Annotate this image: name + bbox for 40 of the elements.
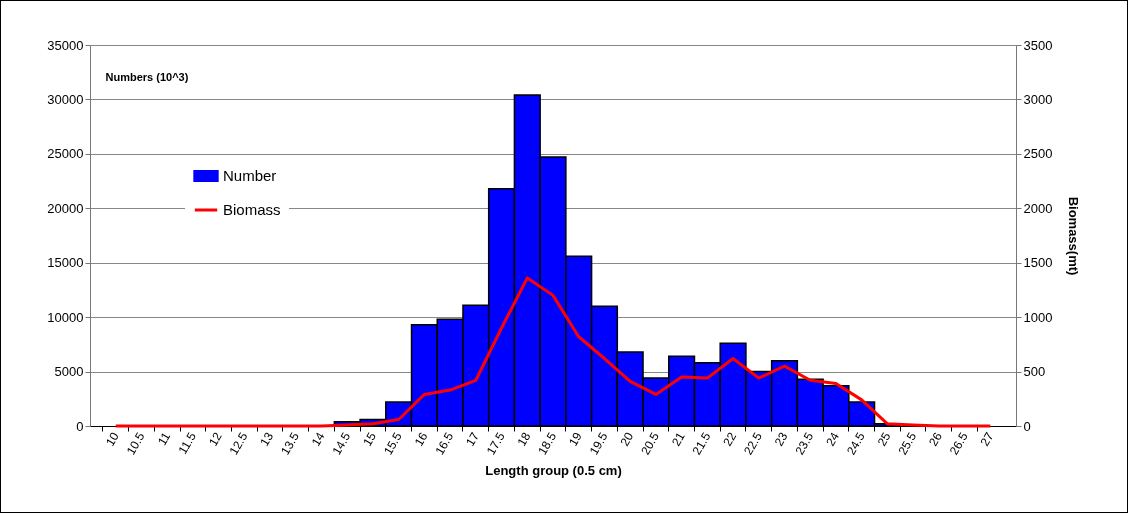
y2-tick-label: 500 [1023,364,1046,380]
x-tick-label: 13 [257,429,277,449]
line-series [114,276,992,428]
x-tick-label: 19 [565,429,585,449]
y2-axis-title: Biomass(mt) [1066,196,1082,276]
x-tick-label: 18 [514,429,534,449]
y2-tick-label: 2000 [1023,200,1053,216]
y-tick-label: 15000 [47,255,84,271]
y-tick-label: 0 [76,418,84,434]
y-tick-label: 25000 [47,146,84,162]
y2-tick-label: 0 [1023,418,1031,434]
y2-tick-label: 2500 [1023,146,1053,162]
legend-label: Biomass [223,201,281,218]
x-tick-label: 16 [411,429,431,449]
x-tick-label: 27 [977,429,997,449]
y-tick-label: 10000 [47,309,84,325]
x-tick-label: 11 [154,429,174,448]
x-tick-label: 12 [205,429,225,449]
x-tick-label: 21 [668,429,688,449]
y2-tick-label: 3500 [1023,37,1053,53]
x-tick-label: 26 [926,429,946,449]
x-tick-label: 24 [823,429,843,449]
y-axis-title: Numbers (10^3) [105,70,189,83]
x-tick-label: 14 [308,429,328,449]
y2-tick-label: 1000 [1023,309,1053,325]
y-tick-label: 30000 [47,91,84,107]
y-tick-label: 35000 [47,37,84,53]
y-tick-label: 20000 [47,200,84,216]
x-tick-label: 25 [874,429,894,449]
x-tick-label: 20 [617,429,637,449]
y2-tick-label: 1500 [1023,255,1053,271]
x-tick-label: 15 [360,429,380,449]
x-tick-label: 10 [102,429,122,449]
x-tick-label: 22 [720,429,740,449]
x-axis-title: Length group (0.5 cm) [485,462,622,478]
x-tick-label: 23 [771,429,791,449]
x-tick-label: 17 [463,429,483,449]
y-tick-label: 5000 [54,364,84,380]
legend-label: Number [223,167,277,184]
y2-tick-label: 3000 [1023,91,1053,107]
